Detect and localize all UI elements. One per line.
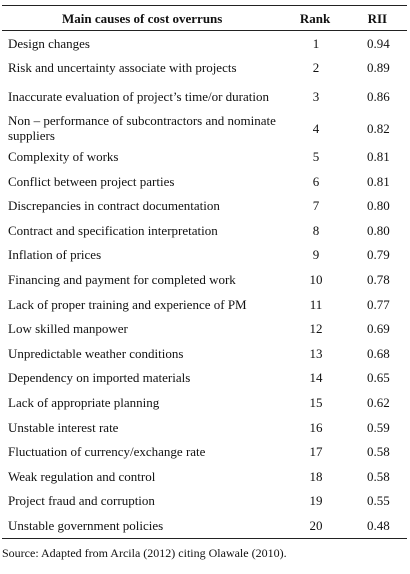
table-row: Dependency on imported materials 14 0.65 xyxy=(2,366,407,391)
table-cell: 0.77 xyxy=(366,296,390,312)
table-cell: Dependency on imported materials xyxy=(8,370,191,386)
table-row: Contract and specification interpretatio… xyxy=(2,218,407,243)
table-cell: Design changes xyxy=(8,35,90,51)
table-cell: 0.69 xyxy=(366,321,390,337)
table-cell: 0.58 xyxy=(366,444,390,460)
table-cell: Unpredictable weather conditions xyxy=(8,345,184,361)
table-row: Weak regulation and control 18 0.58 xyxy=(2,464,407,489)
table-cell: Project fraud and corruption xyxy=(8,493,155,509)
table-row: Complexity of works 5 0.81 xyxy=(2,144,407,169)
table-row: Inaccurate evaluation of project’s time/… xyxy=(2,80,407,112)
table-cell: Weak regulation and control xyxy=(8,468,156,484)
table-cell: 0.80 xyxy=(366,222,390,238)
table-cell: 0.58 xyxy=(366,468,390,484)
table-row: Low skilled manpower 12 0.69 xyxy=(2,316,407,341)
table-cell: 0.68 xyxy=(366,345,390,361)
table-row: Unpredictable weather conditions 13 0.68 xyxy=(2,341,407,366)
table-cell: 10 xyxy=(309,271,323,287)
table-cell: Lack of proper training and experience o… xyxy=(8,296,247,312)
table-cell: 0.59 xyxy=(366,419,390,435)
table-cell: 5 xyxy=(312,148,320,164)
table-row: Design changes 1 0.94 xyxy=(2,31,407,56)
table-cell: Unstable interest rate xyxy=(8,419,119,435)
table-cell: Lack of appropriate planning xyxy=(8,394,160,410)
table-row: Non – performance of subcontractors and … xyxy=(2,112,407,144)
table-cell: 0.80 xyxy=(366,198,390,214)
table-cell: Non – performance of subcontractors and … xyxy=(8,113,276,144)
table-row: Financing and payment for completed work… xyxy=(2,267,407,292)
table-row: Inflation of prices 9 0.79 xyxy=(2,243,407,268)
table-body: Design changes 1 0.94 Risk and uncertainty … xyxy=(2,31,407,539)
table-cell: 0.89 xyxy=(366,60,390,76)
table-cell: 0.81 xyxy=(366,173,390,189)
table-cell: Conflict between project parties xyxy=(8,173,175,189)
column-header: Main causes of cost overruns xyxy=(2,5,283,31)
table-cell: 18 xyxy=(309,468,323,484)
table-row: Lack of proper training and experience o… xyxy=(2,292,407,317)
column-header: RII xyxy=(347,5,407,31)
table-cell: Contract and specification interpretatio… xyxy=(8,222,218,238)
header-row: Main causes of cost overruns Rank RII xyxy=(2,5,407,31)
table-row: Unstable government policies 20 0.48 xyxy=(2,513,407,539)
table-cell: 0.62 xyxy=(366,394,390,410)
table-row: Project fraud and corruption 19 0.55 xyxy=(2,489,407,514)
table-cell: 4 xyxy=(312,120,320,136)
table-cell: 13 xyxy=(309,345,323,361)
column-header: Rank xyxy=(282,5,348,31)
table-cell: 19 xyxy=(309,493,323,509)
table-cell: Inflation of prices xyxy=(8,247,102,263)
table-cell: 1 xyxy=(312,35,320,51)
table-container: Main causes of cost overruns Rank RII Desi… xyxy=(2,5,407,561)
table-cell: Complexity of works xyxy=(8,148,119,164)
table-cell: Discrepancies in contract documentation xyxy=(8,198,220,214)
table-cell: Unstable government policies xyxy=(2,513,283,539)
table-cell: 17 xyxy=(309,444,323,460)
table-cell: 0.81 xyxy=(366,148,390,164)
table: Main causes of cost overruns Rank RII Desi… xyxy=(2,5,407,539)
table-cell: 12 xyxy=(309,321,323,337)
table-row: Unstable interest rate 16 0.59 xyxy=(2,415,407,440)
table-cell: 0.79 xyxy=(366,247,390,263)
table-cell: 6 xyxy=(312,173,320,189)
table-cell: 0.82 xyxy=(366,120,390,136)
table-cell: 3 xyxy=(312,88,320,104)
table-row: Lack of appropriate planning 15 0.62 xyxy=(2,390,407,415)
table-cell: 0.55 xyxy=(366,493,390,509)
table-cell: 7 xyxy=(312,198,320,214)
table-cell: 14 xyxy=(309,370,323,386)
table-cell: 11 xyxy=(309,296,323,312)
table-cell: 9 xyxy=(312,247,320,263)
table-cell: 8 xyxy=(312,222,320,238)
table-header: Main causes of cost overruns Rank RII xyxy=(2,5,407,31)
table-cell: 0.94 xyxy=(366,35,390,51)
table-cell: 0.78 xyxy=(366,271,390,287)
table-cell: Fluctuation of currency/exchange rate xyxy=(8,444,206,460)
table-cell: 15 xyxy=(309,394,323,410)
table-cell: Inaccurate evaluation of project’s time/… xyxy=(8,88,269,104)
table-cell: 2 xyxy=(312,60,320,76)
source-note: Source: Adapted from Arcila (2012) citin… xyxy=(2,545,287,560)
table-cell: 0.48 xyxy=(347,513,407,539)
table-row: Discrepancies in contract documentation 7… xyxy=(2,193,407,218)
table-cell: 16 xyxy=(309,419,323,435)
table-cell: Financing and payment for completed work xyxy=(8,271,236,287)
table-row: Risk and uncertainty associate with proj… xyxy=(2,56,407,81)
table-cell: 20 xyxy=(282,513,348,539)
table-row: Fluctuation of currency/exchange rate 17 0… xyxy=(2,439,407,464)
table-cell: 0.86 xyxy=(366,88,390,104)
table-cell: Low skilled manpower xyxy=(8,321,128,337)
table-row: Conflict between project parties 6 0.81 xyxy=(2,169,407,194)
table-cell: 0.65 xyxy=(366,370,390,386)
table-cell: Risk and uncertainty associate with proj… xyxy=(8,60,237,76)
